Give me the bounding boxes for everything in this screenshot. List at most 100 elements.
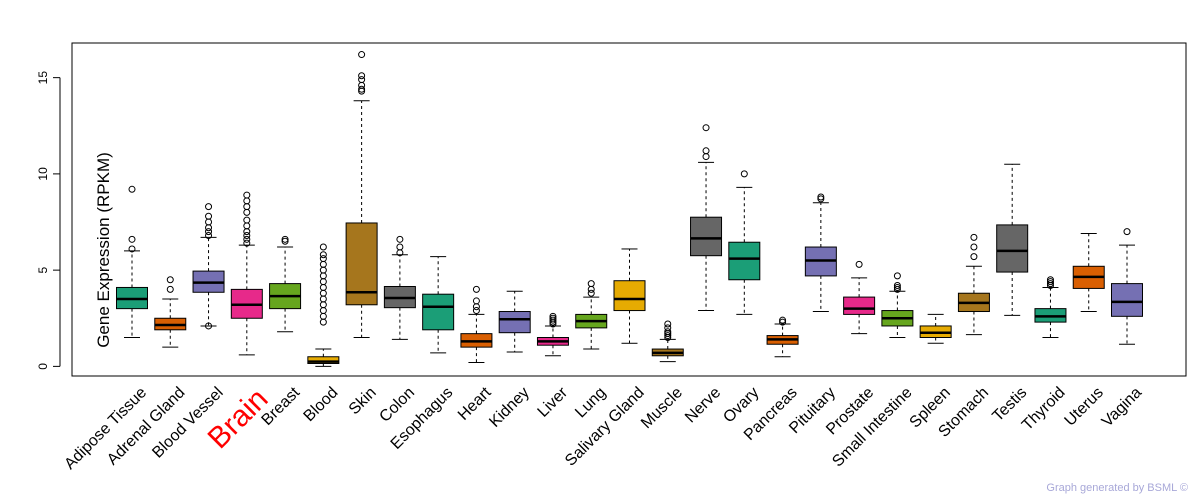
outlier-point [549,316,557,324]
outlier-point [319,318,327,326]
outlier-point [205,322,213,330]
outlier-point [702,153,710,161]
outlier-point [779,318,787,326]
outlier-point [128,235,136,243]
outlier-point [128,245,136,253]
outlier-point [319,289,327,297]
outlier-point [587,289,595,297]
outlier-point [549,312,557,320]
outlier-point [472,303,480,311]
outlier-point [166,285,174,293]
box-pituitary [804,193,837,313]
outlier-point [319,301,327,309]
outlier-point [587,280,595,288]
outlier-point [702,147,710,155]
outlier-point [472,285,480,293]
box-adrenal-gland [154,276,187,348]
outlier-point [396,243,404,251]
outlier-point [779,316,787,324]
y-tick-label: 15 [36,71,50,85]
outlier-point [664,332,672,340]
x-tick-label: Uterus [1062,384,1107,429]
outlier-point [319,243,327,251]
outlier-point [205,224,213,232]
plot-frame [71,42,1187,377]
x-tick-label: Nerve [682,384,724,426]
outlier-point [319,266,327,274]
x-tick-label: Kidney [486,384,533,431]
outlier-point [243,197,251,205]
outlier-point [664,324,672,332]
y-axis: 0 5 10 15 [36,71,61,370]
box-blood [307,243,340,367]
outlier-point [243,231,251,239]
outlier-point [243,235,251,243]
outlier-point [1123,228,1131,236]
outlier-point [817,193,825,201]
iqr-box [690,216,723,257]
outlier-point [243,191,251,199]
outlier-point [1046,280,1054,288]
iqr-box [422,293,455,331]
iqr-box [498,311,531,334]
box-uterus [1072,233,1105,313]
outlier-point [358,72,366,80]
outlier-point [702,124,710,132]
outlier-point [319,255,327,263]
outlier-point [664,328,672,336]
box-lung [575,280,608,350]
iqr-box [728,241,761,281]
iqr-box [996,224,1029,273]
outlier-point [855,260,863,268]
outlier-point [319,251,327,259]
credit-text: Graph generated by BSML © [1046,482,1188,494]
outlier-point [817,195,825,203]
box-salivary-gland [613,248,646,344]
x-tick-label: Skin [346,384,380,418]
outlier-point [1046,278,1054,286]
box-stomach [957,233,990,336]
outlier-point [243,222,251,230]
outlier-point [243,228,251,236]
outlier-point [740,170,748,178]
box-thyroid [1034,276,1067,339]
outlier-point [243,216,251,224]
x-tick-label: Vagina [1099,384,1145,430]
box-skin [345,51,378,339]
box-muscle [651,320,684,363]
outlier-point [319,260,327,268]
iqr-box [307,356,340,364]
outlier-point [319,307,327,315]
box-kidney [498,290,531,353]
box-pancreas [766,316,799,358]
box-brain [230,191,263,356]
outlier-point [205,203,213,211]
outlier-point [472,297,480,305]
x-tick-label: Muscle [638,384,686,432]
outlier-point [358,51,366,59]
box-series [116,51,1143,367]
x-tick-label: Blood [301,384,342,425]
outlier-point [166,276,174,284]
outlier-point [664,320,672,328]
outlier-point [893,283,901,291]
outlier-point [472,307,480,315]
outlier-point [970,233,978,241]
box-prostate [843,260,876,335]
outlier-point [358,85,366,93]
outlier-point [970,253,978,261]
outlier-point [281,235,289,243]
outlier-point [893,272,901,280]
outlier-point [587,285,595,293]
box-esophagus [422,256,455,354]
outlier-point [319,295,327,303]
box-adipose-tissue [116,185,148,339]
outlier-point [281,237,289,245]
outlier-point [319,272,327,280]
box-liver [536,312,569,357]
outlier-point [205,218,213,226]
outlier-point [319,283,327,291]
outlier-point [970,243,978,251]
box-colon [383,235,416,340]
